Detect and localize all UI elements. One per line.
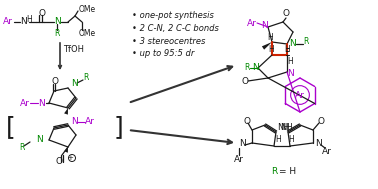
Text: O: O (241, 77, 248, 87)
Text: • 2 C-N, 2 C-C bonds: • 2 C-N, 2 C-C bonds (132, 23, 219, 33)
Polygon shape (64, 147, 68, 153)
Text: • 3 stereocentres: • 3 stereocentres (132, 36, 205, 46)
Text: H: H (287, 57, 293, 67)
Text: H: H (275, 136, 281, 145)
Text: R: R (19, 143, 24, 153)
Polygon shape (64, 108, 68, 115)
Text: NH: NH (280, 122, 293, 132)
Text: Ar: Ar (322, 147, 332, 156)
Text: Ar: Ar (234, 154, 244, 163)
Text: N: N (71, 118, 78, 126)
Text: N: N (289, 40, 296, 49)
Text: Ar: Ar (20, 98, 30, 108)
Text: R: R (54, 29, 59, 39)
Text: R: R (244, 64, 249, 73)
Text: ]: ] (114, 115, 124, 139)
Text: N: N (54, 18, 61, 26)
Text: +: + (68, 155, 73, 161)
Text: H: H (26, 15, 32, 23)
Text: H: H (284, 46, 290, 54)
Text: • up to 95:5 dr: • up to 95:5 dr (132, 50, 194, 59)
Text: Ar: Ar (295, 91, 305, 99)
Text: Ar: Ar (247, 19, 257, 28)
Text: [: [ (6, 115, 16, 139)
Text: N: N (287, 68, 294, 77)
Text: N: N (315, 139, 322, 147)
Text: O: O (39, 9, 45, 18)
Polygon shape (262, 42, 272, 50)
Text: = H: = H (279, 167, 296, 176)
Text: • one-pot synthesis: • one-pot synthesis (132, 11, 214, 19)
Text: Ar: Ar (85, 118, 95, 126)
Text: H: H (288, 136, 294, 145)
Text: R: R (83, 74, 88, 83)
Text: O: O (318, 116, 325, 125)
Text: O: O (244, 116, 251, 125)
Text: N: N (20, 18, 27, 26)
Text: NH: NH (277, 122, 290, 132)
Text: N: N (71, 78, 78, 88)
Text: H: H (267, 33, 273, 43)
Text: O: O (55, 157, 62, 167)
Text: N: N (261, 22, 268, 30)
Text: OMe: OMe (79, 5, 96, 13)
Text: O: O (282, 9, 290, 18)
Text: N: N (38, 98, 45, 108)
Text: O: O (52, 77, 59, 87)
Text: N: N (252, 63, 259, 71)
Text: N: N (36, 136, 43, 145)
Text: TfOH: TfOH (63, 46, 84, 54)
Text: H: H (268, 46, 274, 54)
Text: N: N (239, 139, 246, 147)
Text: R: R (303, 37, 308, 46)
Text: OMe: OMe (79, 29, 96, 39)
Text: R: R (271, 167, 277, 176)
Text: Ar: Ar (3, 18, 13, 26)
